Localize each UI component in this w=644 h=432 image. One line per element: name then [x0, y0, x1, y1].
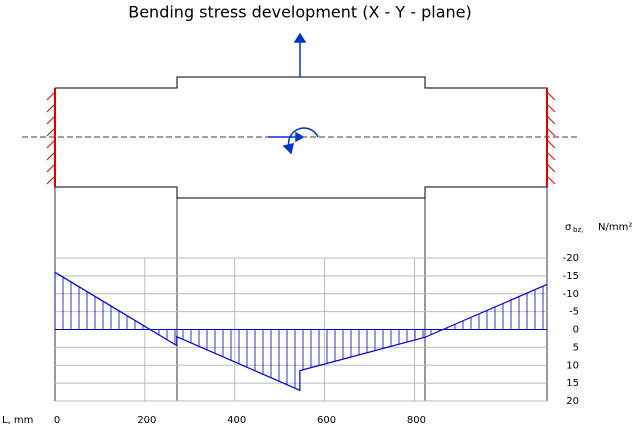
y-tick-label: -10 — [563, 289, 579, 300]
chart-title: Bending stress development (X - Y - plan… — [128, 3, 472, 22]
y-symbol: σ — [565, 222, 572, 233]
y-tick-label: 20 — [566, 396, 579, 407]
y-tick-label: -15 — [563, 271, 579, 282]
y-unit: N/mm² — [598, 222, 632, 233]
x-tick-label: 800 — [407, 415, 426, 426]
x-tick-label: 600 — [317, 415, 336, 426]
stress-line — [54, 271, 548, 392]
y-tick-label: -20 — [563, 253, 579, 264]
y-tick-label: 15 — [566, 378, 579, 389]
x-tick-label: 0 — [54, 415, 60, 426]
y-tick-label: 0 — [573, 325, 579, 336]
y-tick-label: -5 — [569, 307, 579, 318]
x-label: L, mm — [2, 415, 33, 426]
y-symbol-sub: bz, — [573, 226, 583, 234]
y-tick-label: 5 — [573, 342, 579, 353]
x-tick-label: 200 — [137, 415, 156, 426]
x-tick-label: 400 — [227, 415, 246, 426]
beam — [22, 32, 578, 401]
y-tick-label: 10 — [566, 360, 579, 371]
